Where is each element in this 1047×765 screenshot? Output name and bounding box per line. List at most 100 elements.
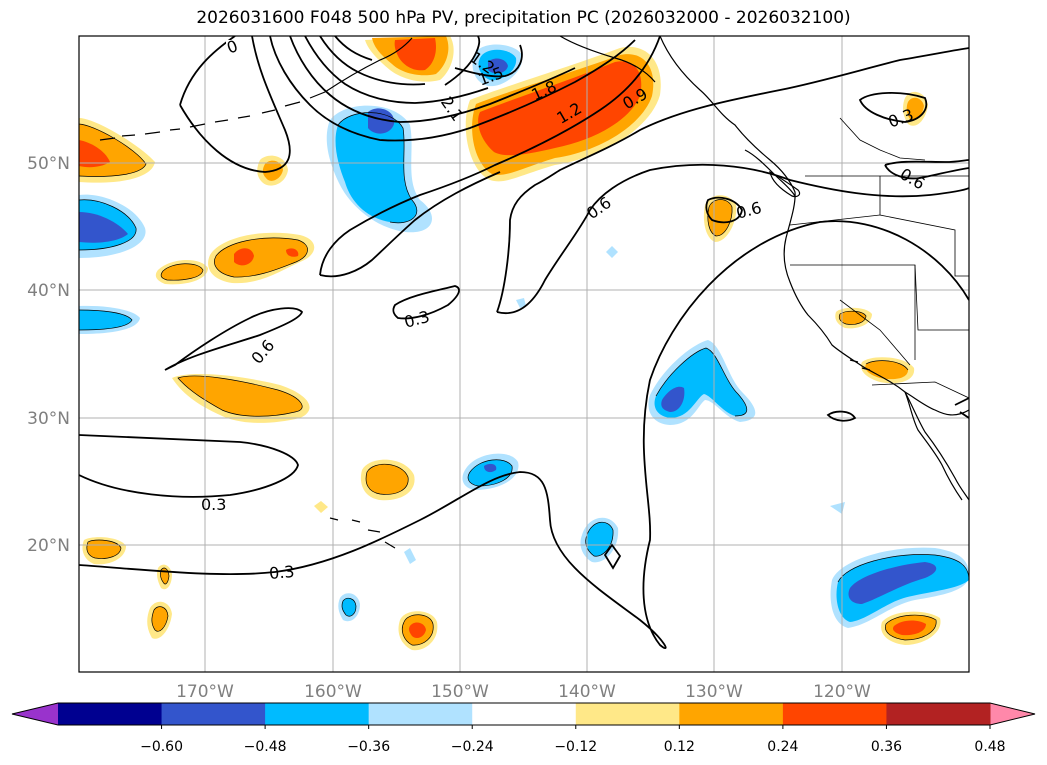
political-borders (789, 117, 969, 399)
precip-neg-area (342, 598, 356, 617)
pv-contour (79, 434, 299, 498)
colorbar-segment (368, 703, 473, 725)
pv-contour (884, 159, 969, 180)
hawaii-islands (329, 517, 396, 549)
pv-contour (319, 171, 501, 278)
precip-neg-area (488, 58, 508, 74)
precip-neg-area (606, 246, 618, 258)
colorbar-tick-label: −0.36 (347, 739, 390, 755)
lon-label-130w: 130°W (685, 682, 743, 702)
precip-pos-area (178, 375, 303, 417)
precip-pos-area (366, 464, 409, 495)
alaska-coastline (559, 36, 656, 83)
pv-contour (334, 36, 373, 61)
lon-label-120w: 120°W (813, 682, 871, 702)
colorbar-segment (886, 703, 991, 725)
coastlines (99, 36, 969, 549)
precip-neg-area (848, 562, 937, 604)
lat-label-50n: 50°N (27, 154, 70, 174)
colorbar-tick-label: 0.24 (767, 739, 798, 755)
pv-contour (444, 36, 481, 86)
precip-neg-area (484, 463, 497, 473)
precip-neg-area (404, 548, 416, 564)
colorbar-segment (782, 703, 887, 725)
gulf-california (904, 391, 969, 416)
precip-pos-area (234, 248, 254, 266)
precip-pos-area (906, 97, 924, 121)
pv-contours (79, 36, 969, 650)
colorbar-tick-label: 0.12 (664, 739, 695, 755)
lon-label-170w: 170°W (176, 682, 234, 702)
precip-neg-area (830, 502, 845, 514)
pv-contour (179, 36, 291, 173)
pv-contour (79, 220, 969, 650)
lat-label-30n: 30°N (27, 409, 70, 429)
pv-contour (496, 47, 969, 313)
colorbar-segment (575, 703, 680, 725)
pv-contour (392, 285, 460, 320)
precip-neg-area (661, 386, 685, 412)
precip-neg-area (836, 554, 969, 622)
colorbar-segment (58, 703, 163, 725)
colorbar-tick-label: −0.12 (554, 739, 597, 755)
precip-neg-area (79, 212, 128, 243)
precip-neg-area (468, 459, 513, 486)
pv-contour (319, 36, 426, 86)
precip-neg-area (368, 108, 395, 134)
colorbar-tick-label: 0.48 (974, 739, 1005, 755)
precip-pos-area (151, 606, 168, 632)
lon-label-150w: 150°W (431, 682, 489, 702)
contour-label: 0.3 (268, 562, 295, 583)
channel-islands (849, 359, 871, 371)
latitude-labels: 20°N 30°N 40°N 50°N (27, 154, 70, 556)
contour-label: 2.1 (437, 93, 467, 125)
precip-neg-area (79, 310, 132, 330)
colorbar-tick-label: 0.36 (871, 739, 902, 755)
colorbar-tick-label: −0.24 (451, 739, 494, 755)
pv-contour (858, 92, 928, 123)
precip-neg-area (585, 522, 614, 557)
pv-contour (454, 44, 523, 78)
gridlines (79, 36, 969, 672)
precip-pos-area (286, 248, 299, 257)
pv-contour (496, 163, 969, 315)
colorbar-extend-low (12, 703, 58, 725)
colorbar-segment (472, 703, 577, 725)
precip-pos-area (314, 501, 328, 513)
precip-pos-area (478, 61, 642, 156)
precip-pos-area (79, 140, 110, 168)
pv-contour (269, 36, 636, 142)
lon-label-140w: 140°W (558, 682, 616, 702)
baja-california-coastline (904, 391, 963, 501)
aleutian-islands (99, 91, 326, 141)
contour-label: 0.6 (583, 193, 615, 223)
map-frame (78, 35, 970, 673)
colorbar-segments (12, 703, 1035, 725)
contour-label: 0.3 (402, 307, 432, 332)
colorbar-tick-label: −0.60 (140, 739, 183, 755)
colorbar-segment (265, 703, 370, 725)
pv-contour (826, 410, 857, 422)
positive-precip-areas (79, 36, 941, 651)
vancouver-island (769, 170, 801, 198)
longitude-labels: 170°W 160°W 150°W 140°W 130°W 120°W (176, 682, 871, 702)
precip-neg-area (516, 298, 526, 308)
precip-pos-area (892, 620, 926, 636)
precip-pos-area (394, 38, 436, 71)
colorbar-segment (679, 703, 784, 725)
contour-label: 0.6 (897, 164, 929, 193)
colorbar-outline (11, 702, 1036, 726)
contour-labels: 0 1.2 1.5 1.8 2.1 1.2 0.9 0.6 0.6 0.3 0.… (201, 36, 928, 583)
north-america-coastline (659, 36, 969, 501)
alaska-peninsula (324, 37, 413, 93)
contour-label: 0.6 (247, 336, 278, 368)
precipitation-shading (79, 36, 969, 651)
contour-label: 0.3 (201, 495, 226, 514)
negative-precip-areas (79, 44, 969, 628)
map-title: 2026031600 F048 500 hPa PV, precipitatio… (196, 8, 851, 28)
pv-contour (603, 543, 622, 570)
pv-contour (954, 397, 969, 419)
colorbar-ticks: −0.60 −0.48 −0.36 −0.24 −0.12 0.12 0.24 0.36 0.4… (140, 725, 1006, 755)
precip-pos-area (161, 263, 203, 281)
